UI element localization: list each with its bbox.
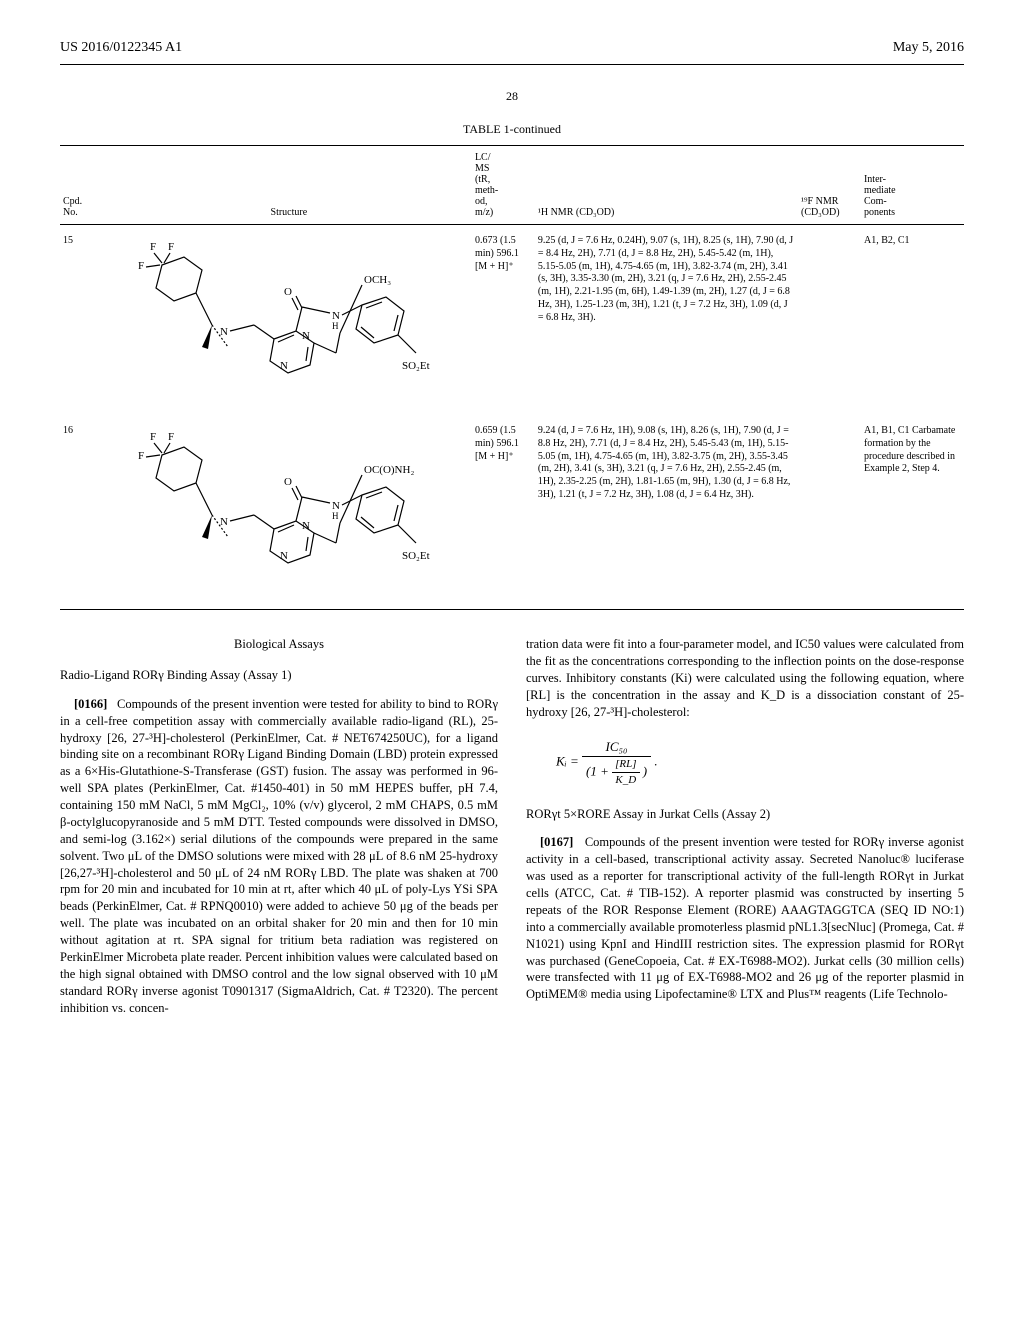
para-text: Compounds of the present invention were … — [60, 697, 498, 1015]
eq-denominator: (1 + [RL] K_D ) — [582, 757, 651, 788]
table-title: TABLE 1-continued — [60, 122, 964, 137]
col-hnmr: ¹H NMR (CD₃OD) — [535, 146, 798, 225]
svg-text:N: N — [302, 330, 310, 342]
header-rule — [60, 64, 964, 65]
cell-inter: A1, B2, C1 — [861, 225, 964, 416]
eq-main-fraction: IC₅₀ (1 + [RL] K_D ) — [582, 738, 651, 787]
svg-text:F: F — [150, 431, 156, 443]
svg-text:H: H — [332, 511, 339, 521]
cell-hnmr: 9.24 (d, J = 7.6 Hz, 1H), 9.08 (s, 1H), … — [535, 415, 798, 605]
svg-text:N: N — [280, 550, 288, 562]
svg-text:OCH₃: OCH₃ — [364, 274, 391, 286]
para-text: Compounds of the present invention were … — [526, 835, 964, 1001]
svg-text:N: N — [220, 326, 228, 338]
patent-date: May 5, 2016 — [893, 40, 964, 56]
cell-cpd: 16 — [60, 415, 106, 605]
para-label: [0166] — [74, 697, 107, 711]
table-header-row: Cpd. No. Structure LC/ MS (tR, meth- od,… — [60, 146, 964, 225]
cell-fnmr — [798, 225, 861, 416]
eq-numerator: IC₅₀ — [582, 738, 651, 757]
paragraph-cont: tration data were fit into a four-parame… — [526, 636, 964, 720]
assay2-title: RORγt 5×RORE Assay in Jurkat Cells (Assa… — [526, 806, 964, 823]
svg-text:N: N — [220, 516, 228, 528]
svg-text:H: H — [332, 321, 339, 331]
table-row: 15 F F F — [60, 225, 964, 416]
svg-text:OC(O)NH₂: OC(O)NH₂ — [364, 464, 414, 476]
cell-lcms: 0.659 (1.5 min) 596.1 [M + H]⁺ — [472, 415, 535, 605]
para-label: [0167] — [540, 835, 573, 849]
col-lcms: LC/ MS (tR, meth- od, m/z) — [472, 146, 535, 225]
svg-text:N: N — [302, 520, 310, 532]
svg-text:O: O — [284, 476, 292, 488]
bio-section-title: Biological Assays — [60, 636, 498, 653]
cell-structure: F F F N N N — [106, 415, 472, 605]
page-header: US 2016/0122345 A1 May 5, 2016 — [60, 40, 964, 56]
col-fnmr: ¹⁹F NMR (CD₃OD) — [798, 146, 861, 225]
cell-structure: F F F N — [106, 225, 472, 416]
page-number: 28 — [60, 89, 964, 104]
patent-number: US 2016/0122345 A1 — [60, 40, 182, 56]
eq-inner-fraction: [RL] K_D — [612, 757, 639, 788]
table-row: 16 F F F N — [60, 415, 964, 605]
svg-text:O: O — [284, 286, 292, 298]
bio-assays-section: Biological Assays Radio-Ligand RORγ Bind… — [60, 636, 964, 1016]
cell-fnmr — [798, 415, 861, 605]
structure-diagram-icon: F F F N N N — [134, 425, 444, 595]
eq-tail: . — [654, 754, 657, 769]
assay1-title: Radio-Ligand RORγ Binding Assay (Assay 1… — [60, 667, 498, 684]
col-structure: Structure — [106, 146, 472, 225]
svg-text:F: F — [138, 260, 144, 272]
table-bottom-rule — [60, 609, 964, 610]
cell-lcms: 0.673 (1.5 min) 596.1 [M + H]⁺ — [472, 225, 535, 416]
paragraph-0166: [0166] Compounds of the present inventio… — [60, 696, 498, 1017]
svg-text:F: F — [168, 431, 174, 443]
svg-text:F: F — [150, 241, 156, 253]
svg-text:SO₂Et: SO₂Et — [402, 550, 430, 562]
compound-table: Cpd. No. Structure LC/ MS (tR, meth- od,… — [60, 145, 964, 605]
structure-diagram-icon: F F F N — [134, 235, 444, 405]
svg-text:F: F — [168, 241, 174, 253]
col-cpd: Cpd. No. — [60, 146, 106, 225]
paragraph-0167: [0167] Compounds of the present inventio… — [526, 834, 964, 1003]
cell-hnmr: 9.25 (d, J = 7.6 Hz, 0.24H), 9.07 (s, 1H… — [535, 225, 798, 416]
cell-inter: A1, B1, C1 Carbamate formation by the pr… — [861, 415, 964, 605]
svg-text:N: N — [280, 360, 288, 372]
eq-lhs: Kᵢ = — [556, 754, 579, 769]
equation: Kᵢ = IC₅₀ (1 + [RL] K_D ) . — [556, 738, 964, 787]
svg-text:F: F — [138, 450, 144, 462]
cell-cpd: 15 — [60, 225, 106, 416]
svg-text:SO₂Et: SO₂Et — [402, 360, 430, 372]
col-inter: Inter- mediate Com- ponents — [861, 146, 964, 225]
